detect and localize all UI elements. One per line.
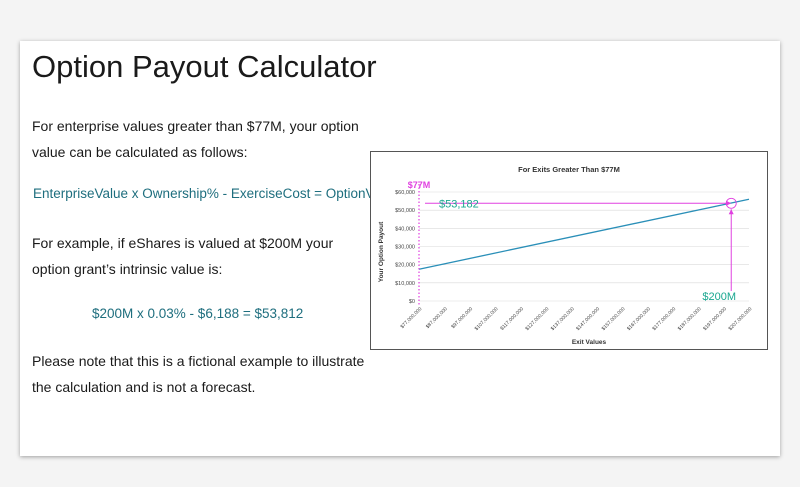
payout-point-circle: [725, 197, 737, 209]
y-tick-label: $0: [409, 299, 415, 305]
y-tick-label: $60,000: [395, 190, 415, 196]
x-tick-label: $117,000,000: [499, 306, 525, 332]
chart-grid: [419, 191, 749, 302]
chart-series: [418, 198, 750, 270]
payout-arrow-head: [726, 200, 732, 206]
x-tick-label: $147,000,000: [575, 306, 601, 332]
payout-chart: For Exits Greater Than $77M Your Option …: [370, 151, 768, 350]
x-tick-label: $107,000,000: [474, 306, 500, 332]
chart-svg: For Exits Greater Than $77M Your Option …: [378, 165, 754, 346]
disclaimer-text: Please note that this is a fictional exa…: [32, 353, 365, 395]
x-tick-label: $127,000,000: [524, 306, 550, 332]
intro-text: For enterprise values greater than $77M,…: [32, 118, 359, 160]
chart-title: For Exits Greater Than $77M: [518, 165, 620, 174]
x-tick-label: $137,000,000: [550, 306, 576, 332]
y-tick-label: $50,000: [395, 208, 415, 214]
x-tick-label: $87,000,000: [425, 306, 449, 330]
x-tick-label: $207,000,000: [728, 306, 754, 332]
y-tick-label: $10,000: [395, 281, 415, 287]
x-tick-label: $197,000,000: [702, 306, 728, 332]
chart-annotations: $77M $53,182 $200M: [408, 180, 737, 305]
y-tick-label: $30,000: [395, 245, 415, 251]
page-title: Option Payout Calculator: [32, 49, 377, 84]
example-calculation: $200M x 0.03% - $6,188 = $53,812: [92, 306, 304, 321]
x-tick-label: $177,000,000: [651, 306, 677, 332]
exit-arrow-head: [728, 209, 734, 215]
y-tick-label: $20,000: [395, 263, 415, 269]
start-marker-label: $77M: [408, 180, 431, 190]
chart-y-axis-label: Your Option Payout: [378, 221, 385, 282]
y-tick-label: $40,000: [395, 226, 415, 232]
example-text: For example, if eShares is valued at $20…: [32, 235, 334, 277]
x-tick-label: $97,000,000: [450, 306, 474, 330]
exit-value-label: $200M: [702, 291, 736, 303]
x-tick-label: $157,000,000: [601, 306, 627, 332]
chart-x-axis-label: Exit Values: [572, 339, 607, 346]
x-tick-label: $167,000,000: [626, 306, 652, 332]
slide: Option Payout Calculator For enterprise …: [20, 41, 780, 456]
payout-value-label: $53,182: [439, 198, 479, 210]
x-tick-label: $187,000,000: [677, 306, 703, 332]
formula-text: EnterpriseValue x Ownership% - ExerciseC…: [33, 186, 400, 201]
chart-tick-labels: $60,000 $50,000 $40,000 $30,000 $20,000 $10,0…: [395, 190, 753, 332]
x-tick-label: $77,000,000: [400, 306, 424, 330]
series-line: [418, 198, 750, 270]
